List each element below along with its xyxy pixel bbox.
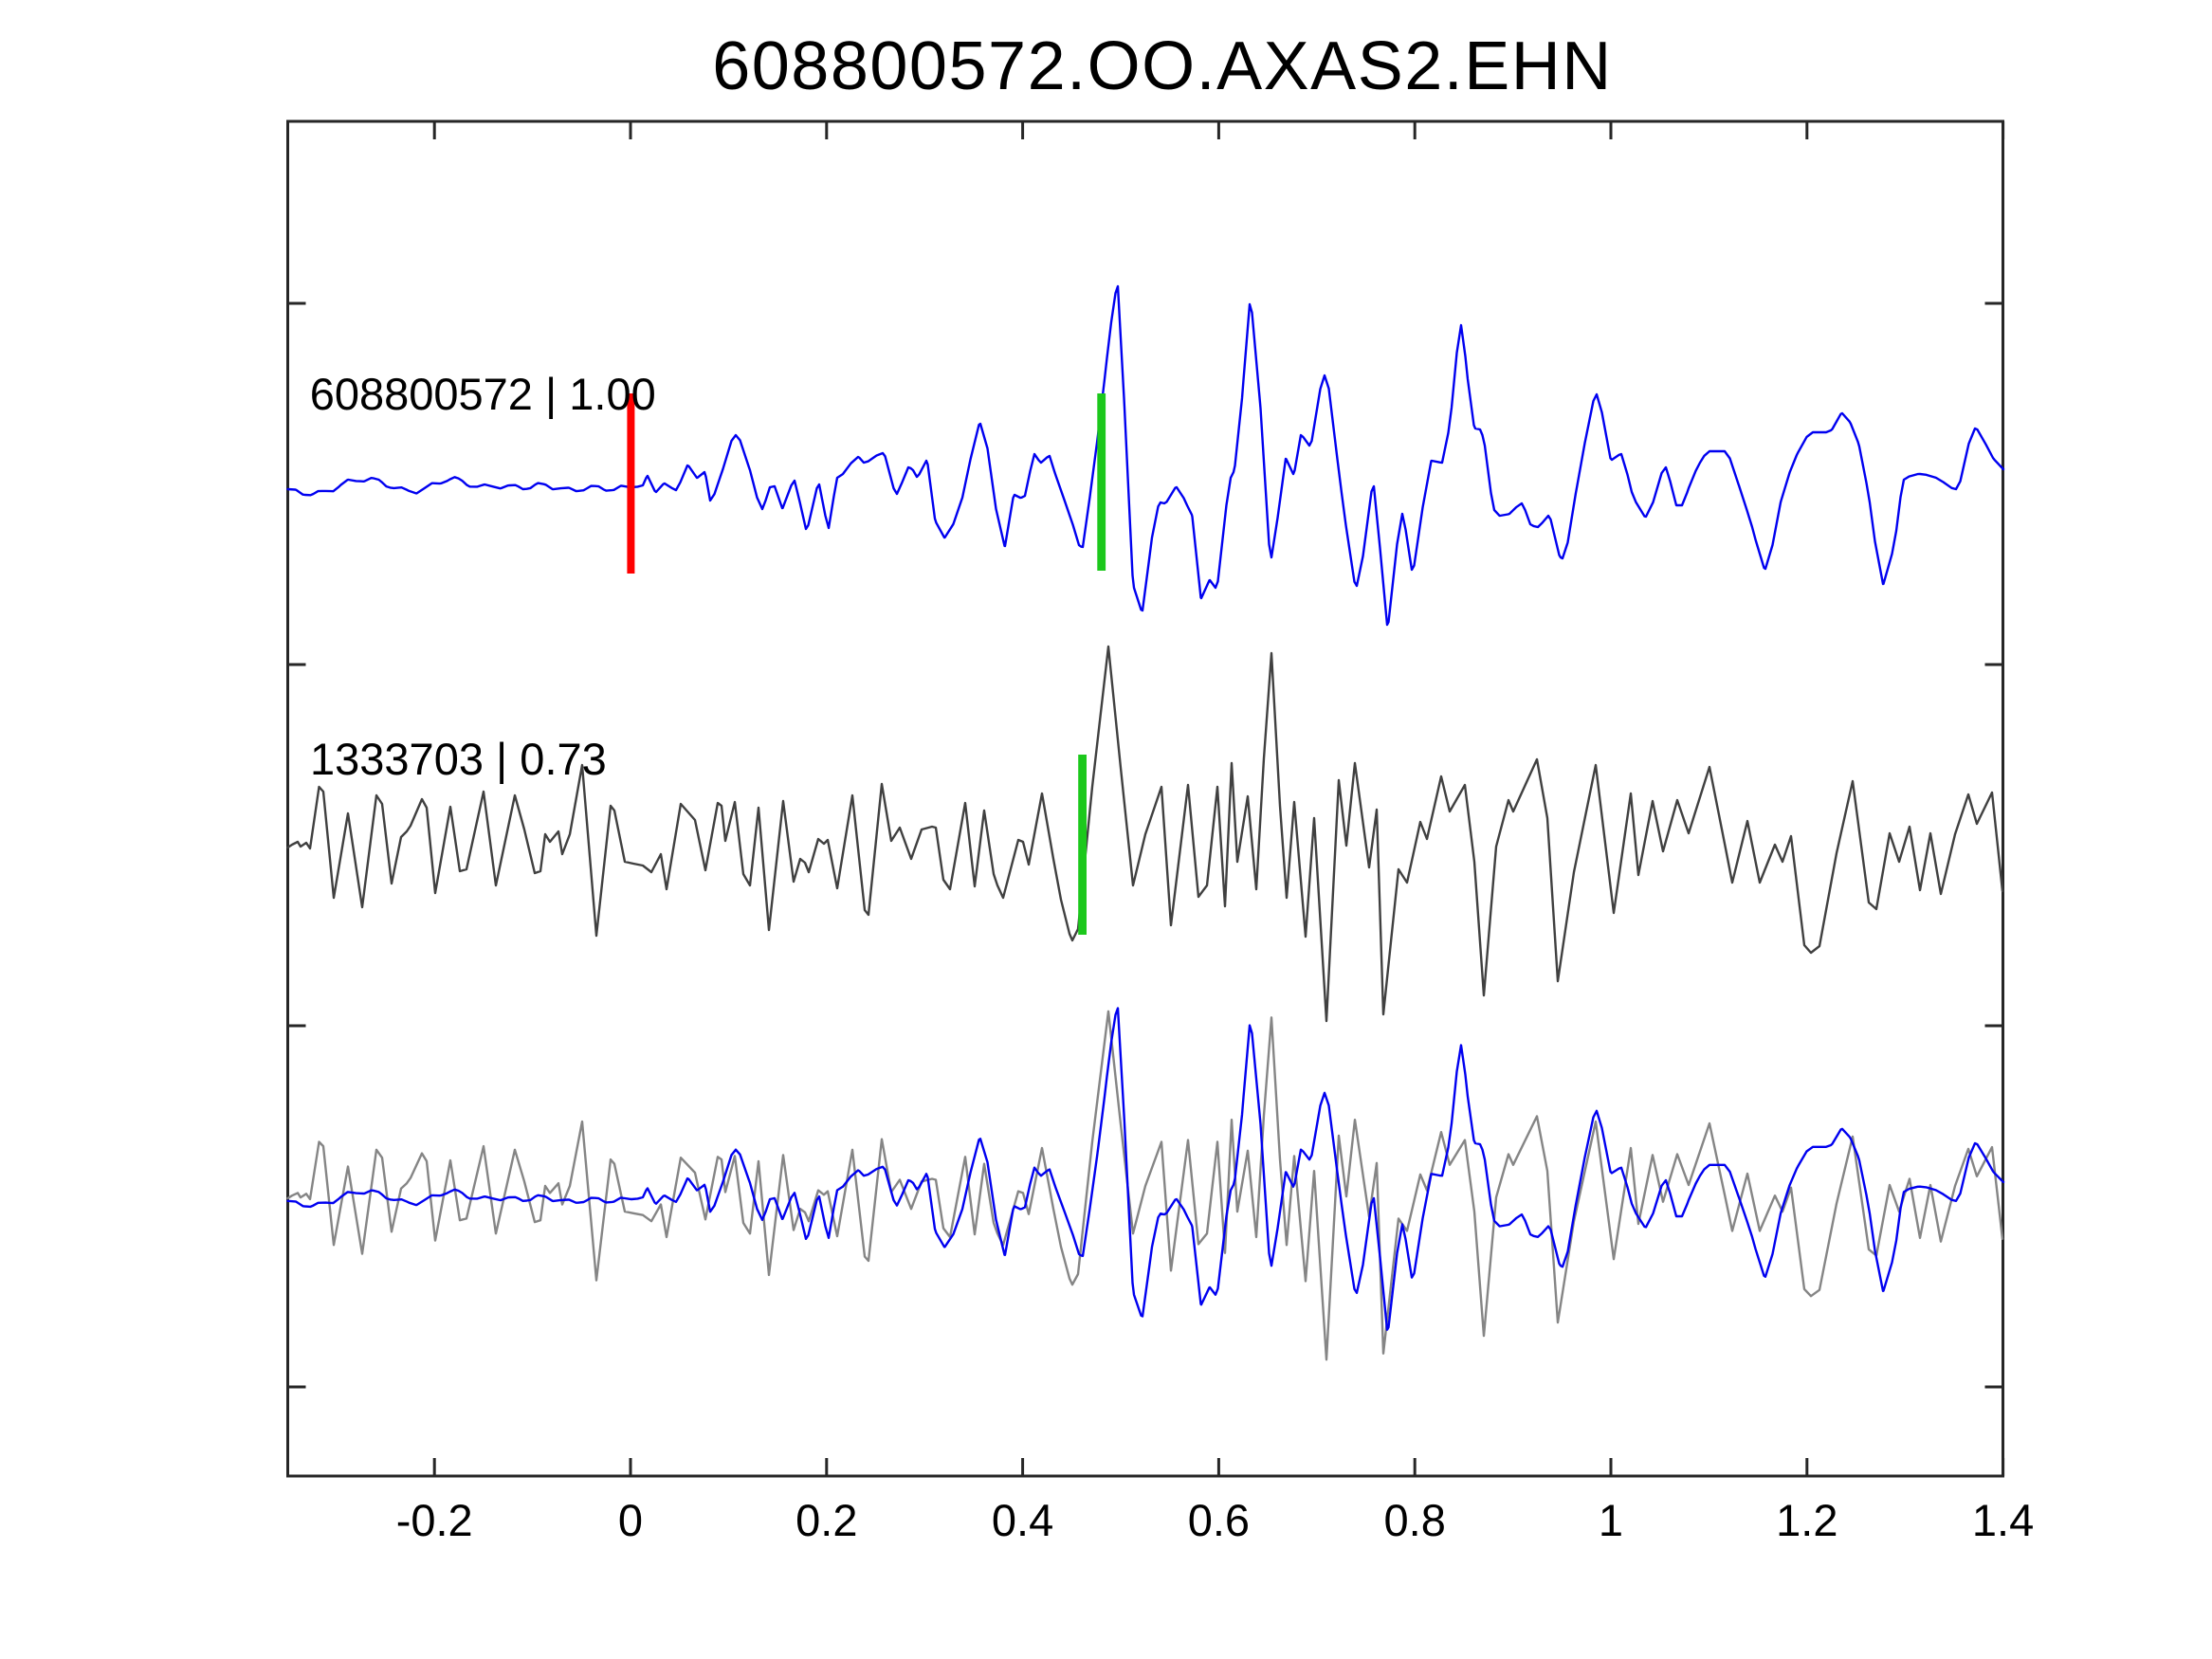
svg-text:0.6: 0.6 xyxy=(1188,1495,1250,1545)
svg-text:1.2: 1.2 xyxy=(1776,1495,1837,1545)
svg-text:0.4: 0.4 xyxy=(992,1495,1053,1545)
svg-text:0: 0 xyxy=(618,1495,643,1545)
svg-text:608800572 | 1.00: 608800572 | 1.00 xyxy=(310,369,656,419)
svg-text:1: 1 xyxy=(1599,1495,1623,1545)
svg-text:0.2: 0.2 xyxy=(795,1495,857,1545)
svg-text:1333703 | 0.73: 1333703 | 0.73 xyxy=(310,734,607,784)
svg-text:1.4: 1.4 xyxy=(1972,1495,2034,1545)
svg-text:608800572.OO.AXAS2.EHN: 608800572.OO.AXAS2.EHN xyxy=(712,28,1613,104)
svg-text:0.8: 0.8 xyxy=(1384,1495,1446,1545)
svg-text:-0.2: -0.2 xyxy=(396,1495,473,1545)
